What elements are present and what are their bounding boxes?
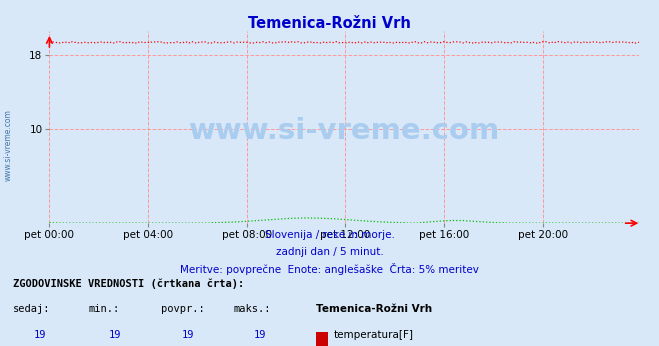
Text: 19: 19	[109, 330, 121, 340]
Text: Meritve: povprečne  Enote: anglešaške  Črta: 5% meritev: Meritve: povprečne Enote: anglešaške Črt…	[180, 263, 479, 275]
Text: Temenica-Rožni Vrh: Temenica-Rožni Vrh	[248, 16, 411, 30]
Text: Temenica-Rožni Vrh: Temenica-Rožni Vrh	[316, 304, 432, 315]
Text: 19: 19	[182, 330, 194, 340]
Text: 19: 19	[254, 330, 266, 340]
Text: www.si-vreme.com: www.si-vreme.com	[188, 117, 500, 145]
Text: maks.:: maks.:	[234, 304, 272, 315]
Text: sedaj:: sedaj:	[13, 304, 51, 315]
Text: temperatura[F]: temperatura[F]	[333, 330, 413, 340]
Text: 19: 19	[34, 330, 45, 340]
Text: povpr.:: povpr.:	[161, 304, 205, 315]
Text: ZGODOVINSKE VREDNOSTI (črtkana črta):: ZGODOVINSKE VREDNOSTI (črtkana črta):	[13, 279, 244, 289]
Text: Slovenija / reke in morje.: Slovenija / reke in morje.	[264, 230, 395, 240]
Text: zadnji dan / 5 minut.: zadnji dan / 5 minut.	[275, 247, 384, 257]
Text: min.:: min.:	[89, 304, 120, 315]
Text: www.si-vreme.com: www.si-vreme.com	[3, 109, 13, 181]
